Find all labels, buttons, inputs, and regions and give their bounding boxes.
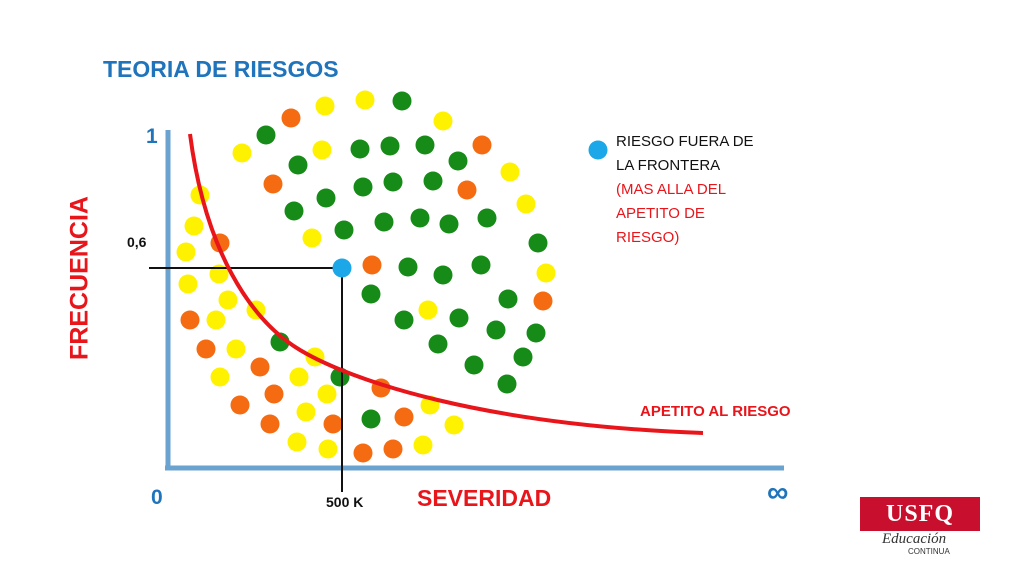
y-axis-top-label: 1 bbox=[146, 125, 158, 148]
legend-dot bbox=[588, 140, 608, 160]
legend-line-2: LA FRONTERA bbox=[616, 157, 721, 174]
risk-dot bbox=[230, 395, 250, 415]
infinity-icon: ∞ bbox=[767, 476, 789, 509]
risk-dot bbox=[457, 180, 477, 200]
risk-dot bbox=[528, 233, 548, 253]
risk-dot bbox=[464, 355, 484, 375]
risk-dot bbox=[315, 96, 335, 116]
risk-dot bbox=[318, 439, 338, 459]
risk-dot bbox=[196, 339, 216, 359]
risk-dot bbox=[178, 274, 198, 294]
curve-label: APETITO AL RIESGO bbox=[640, 403, 791, 420]
risk-dot bbox=[472, 135, 492, 155]
risk-dot bbox=[423, 171, 443, 191]
risk-dot bbox=[256, 125, 276, 145]
highlight-risk-dot bbox=[332, 258, 352, 278]
risk-dots bbox=[176, 90, 556, 463]
risk-dot bbox=[413, 435, 433, 455]
y-axis-title: FRECUENCIA bbox=[65, 196, 94, 360]
risk-dot bbox=[383, 439, 403, 459]
risk-dot bbox=[287, 432, 307, 452]
risk-dot bbox=[281, 108, 301, 128]
risk-dot bbox=[433, 111, 453, 131]
risk-dot bbox=[232, 143, 252, 163]
risk-dot bbox=[415, 135, 435, 155]
risk-dot bbox=[383, 172, 403, 192]
risk-dot bbox=[355, 90, 375, 110]
risk-dot bbox=[410, 208, 430, 228]
legend-line-5: RIESGO) bbox=[616, 229, 680, 246]
risk-dot bbox=[316, 188, 336, 208]
risk-dot bbox=[353, 443, 373, 463]
risk-dot bbox=[513, 347, 533, 367]
legend-text: RIESGO FUERA DE LA FRONTERA (MAS ALLA DE… bbox=[616, 130, 786, 250]
risk-dot bbox=[433, 265, 453, 285]
risk-dot bbox=[312, 140, 332, 160]
risk-dot bbox=[418, 300, 438, 320]
risk-dot bbox=[500, 162, 520, 182]
y-marker-label: 0,6 bbox=[127, 234, 147, 250]
risk-dot bbox=[497, 374, 517, 394]
risk-dot bbox=[289, 367, 309, 387]
risk-dot bbox=[288, 155, 308, 175]
risk-dot bbox=[264, 384, 284, 404]
risk-dot bbox=[448, 151, 468, 171]
risk-dot bbox=[471, 255, 491, 275]
risk-dot bbox=[184, 216, 204, 236]
risk-dot bbox=[226, 339, 246, 359]
usfq-logo: USFQ Educación CONTINUA bbox=[860, 497, 980, 559]
risk-dot bbox=[218, 290, 238, 310]
slide-title: TEORIA DE RIESGOS bbox=[103, 56, 339, 82]
risk-appetite-curve bbox=[188, 133, 704, 435]
logo-subtitle: Educación bbox=[882, 531, 947, 547]
risk-dot bbox=[284, 201, 304, 221]
risk-dot bbox=[392, 91, 412, 111]
risk-dot bbox=[334, 220, 354, 240]
risk-dot bbox=[394, 310, 414, 330]
risk-dot bbox=[380, 136, 400, 156]
risk-dot bbox=[398, 257, 418, 277]
logo-badge: USFQ bbox=[860, 497, 980, 531]
risk-dot bbox=[302, 228, 322, 248]
risk-dot bbox=[317, 384, 337, 404]
x-axis-title: SEVERIDAD bbox=[417, 485, 552, 511]
risk-dot bbox=[486, 320, 506, 340]
risk-dot bbox=[180, 310, 200, 330]
risk-dot bbox=[477, 208, 497, 228]
risk-dot bbox=[250, 357, 270, 377]
risk-dot bbox=[394, 407, 414, 427]
risk-dot bbox=[209, 264, 229, 284]
risk-dot bbox=[176, 242, 196, 262]
risk-dot bbox=[206, 310, 226, 330]
risk-dot bbox=[533, 291, 553, 311]
risk-dot bbox=[439, 214, 459, 234]
risk-dot bbox=[296, 402, 316, 422]
legend-line-1: RIESGO FUERA DE bbox=[616, 133, 754, 150]
legend-line-3: (MAS ALLA DEL bbox=[616, 181, 727, 198]
risk-dot bbox=[350, 139, 370, 159]
risk-dot bbox=[361, 284, 381, 304]
risk-dot bbox=[498, 289, 518, 309]
risk-dot bbox=[263, 174, 283, 194]
risk-dot bbox=[444, 415, 464, 435]
risk-dot bbox=[536, 263, 556, 283]
risk-dot bbox=[210, 367, 230, 387]
risk-dot bbox=[353, 177, 373, 197]
risk-dot bbox=[374, 212, 394, 232]
risk-dot bbox=[449, 308, 469, 328]
risk-dot bbox=[323, 414, 343, 434]
risk-dot bbox=[260, 414, 280, 434]
legend-line-4: APETITO DE bbox=[616, 205, 705, 222]
risk-dot bbox=[362, 255, 382, 275]
risk-dot bbox=[361, 409, 381, 429]
x-marker-label: 500 K bbox=[326, 494, 364, 510]
logo-subtitle-2: CONTINUA bbox=[908, 547, 950, 556]
risk-dot bbox=[428, 334, 448, 354]
risk-dot bbox=[516, 194, 536, 214]
risk-dot bbox=[526, 323, 546, 343]
origin-label: 0 bbox=[151, 486, 163, 509]
